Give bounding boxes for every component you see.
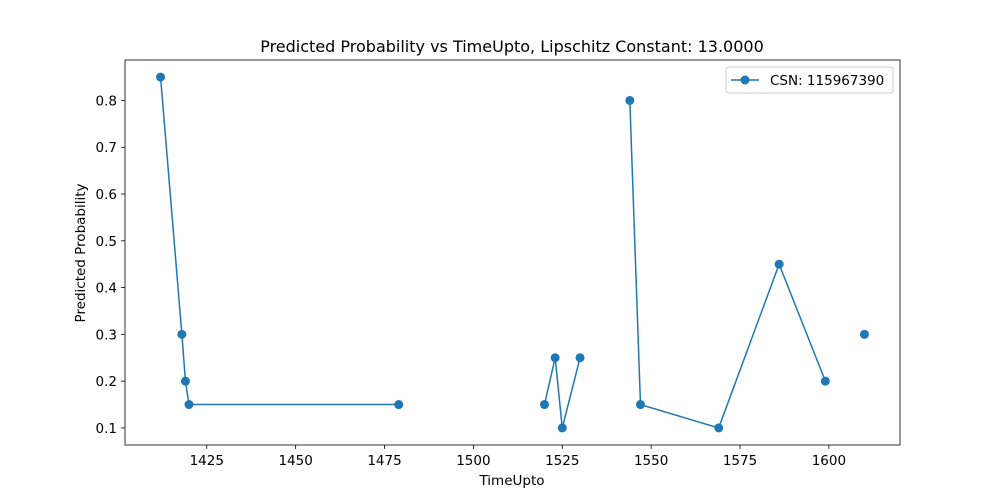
y-tick-label: 0.2 [96, 374, 117, 390]
data-point [859, 329, 869, 339]
x-tick-label: 1450 [278, 453, 312, 469]
data-point [774, 259, 784, 269]
y-tick-label: 0.8 [96, 93, 117, 109]
data-point [557, 423, 567, 433]
data-point [575, 353, 585, 363]
series-line [543, 357, 581, 429]
y-tick-label: 0.5 [96, 234, 117, 250]
x-axis-ticks: 1425 1450 1475 1500 1525 1550 1575 1600 [190, 445, 846, 469]
x-tick-label: 1475 [367, 453, 401, 469]
y-tick-label: 0.6 [96, 187, 117, 203]
x-tick-label: 1600 [812, 453, 846, 469]
data-point [394, 400, 404, 410]
x-tick-label: 1550 [634, 453, 668, 469]
data-point [625, 95, 635, 105]
data-point [820, 376, 830, 386]
legend: CSN: 115967390 [725, 66, 894, 94]
x-tick-label: 1525 [545, 453, 579, 469]
x-axis-label: TimeUpto [478, 473, 544, 489]
series-line [629, 100, 827, 429]
chart-title: Predicted Probability vs TimeUpto, Lipsc… [260, 37, 764, 56]
data-point [177, 329, 187, 339]
series-line [159, 77, 399, 406]
x-tick-label: 1500 [456, 453, 490, 469]
data-point [714, 423, 724, 433]
series-layer [156, 72, 869, 433]
y-tick-label: 0.4 [96, 281, 117, 297]
y-tick-label: 0.7 [96, 140, 117, 156]
legend-marker [740, 75, 750, 85]
x-tick-label: 1575 [723, 453, 757, 469]
plot-frame [124, 59, 901, 446]
y-axis-label: Predicted Probability [73, 183, 89, 322]
x-tick-label: 1425 [190, 453, 224, 469]
data-point [550, 353, 560, 363]
data-point [539, 400, 549, 410]
legend-box [725, 66, 894, 94]
data-point [156, 72, 166, 82]
plot-area [124, 59, 901, 446]
data-point [635, 400, 645, 410]
y-tick-label: 0.3 [96, 327, 117, 343]
data-point [180, 376, 190, 386]
legend-label: CSN: 115967390 [770, 73, 884, 89]
y-axis-ticks: 0.1 0.2 0.3 0.4 0.5 0.6 0.7 0.8 [96, 93, 125, 437]
data-point [184, 400, 194, 410]
y-tick-label: 0.1 [96, 421, 117, 437]
